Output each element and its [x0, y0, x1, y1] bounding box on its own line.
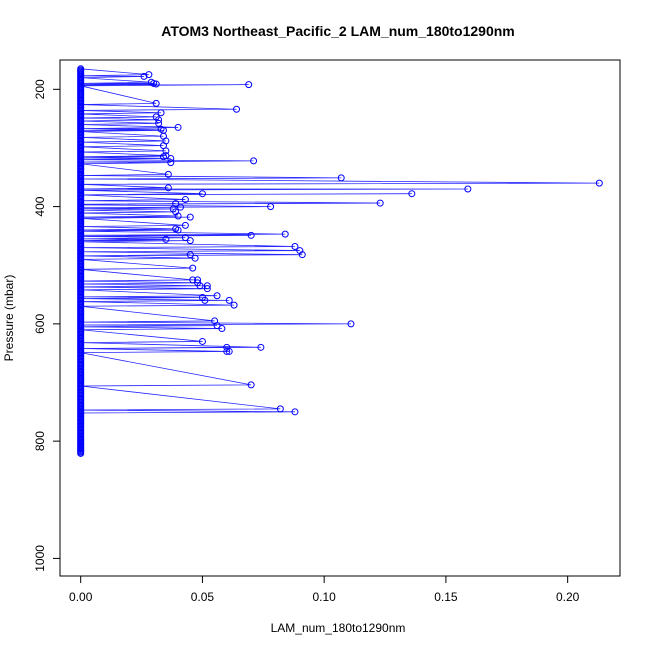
data-point: [140, 72, 148, 80]
data-point: [223, 347, 231, 355]
data-point: [162, 147, 170, 155]
data-point: [181, 221, 189, 229]
data-point: [167, 155, 175, 163]
data-point: [203, 282, 211, 290]
y-tick-label: 400: [33, 196, 47, 216]
data-point: [245, 81, 253, 89]
x-tick-label: 0.15: [434, 590, 458, 604]
data-point: [267, 203, 275, 211]
y-tick-label: 200: [33, 79, 47, 99]
data-point: [298, 251, 306, 259]
data-point: [225, 296, 233, 304]
data-point: [198, 190, 206, 198]
data-point: [203, 285, 211, 293]
x-tick-label: 0.05: [191, 590, 215, 604]
data-point: [257, 343, 265, 351]
data-point: [347, 320, 355, 328]
y-tick-label: 600: [33, 314, 47, 334]
data-point: [218, 325, 226, 333]
data-point: [174, 123, 182, 131]
data-point: [408, 190, 416, 198]
data-point: [189, 264, 197, 272]
x-tick-label: 0.00: [69, 590, 93, 604]
data-point: [181, 196, 189, 204]
data-point: [174, 212, 182, 220]
data-point: [250, 157, 258, 165]
data-point: [291, 408, 299, 416]
data-point: [174, 226, 182, 234]
data-point: [276, 405, 284, 413]
data-point: [191, 254, 199, 262]
data-point: [194, 276, 202, 284]
data-point: [157, 109, 165, 117]
data-point: [213, 292, 221, 300]
data-point: [186, 237, 194, 245]
data-point: [177, 203, 185, 211]
data-point: [230, 301, 238, 309]
data-point: [201, 296, 209, 304]
data-point: [159, 153, 167, 161]
x-tick-label: 0.20: [556, 590, 580, 604]
data-point: [145, 71, 153, 79]
data-point: [164, 184, 172, 192]
data-point: [164, 170, 172, 178]
data-point: [376, 199, 384, 207]
data-point: [595, 179, 603, 187]
data-point: [464, 185, 472, 193]
data-point: [337, 174, 345, 182]
x-axis-label: LAM_num_180to1290nm: [271, 621, 406, 635]
data-point: [281, 230, 289, 238]
chart-title: ATOM3 Northeast_Pacific_2 LAM_num_180to1…: [161, 23, 515, 39]
data-lines: [80, 68, 600, 455]
data-point: [186, 251, 194, 259]
data-point: [152, 99, 160, 107]
data-point: [198, 337, 206, 345]
data-point: [167, 159, 175, 167]
data-point: [155, 116, 163, 124]
x-axis: 0.00 0.05 0.10 0.15 0.20: [69, 575, 580, 604]
x-tick-label: 0.10: [312, 590, 336, 604]
data-point: [233, 105, 241, 113]
data-point: [247, 381, 255, 389]
data-point: [162, 235, 170, 243]
y-tick-label: 1000: [33, 545, 47, 572]
data-point: [247, 231, 255, 239]
data-points: [77, 65, 603, 457]
data-point: [225, 347, 233, 355]
zero-point: [77, 449, 85, 457]
series-line: [80, 68, 600, 455]
y-axis: 200 400 600 800 1000: [33, 79, 61, 572]
data-point: [291, 242, 299, 250]
y-tick-label: 800: [33, 431, 47, 451]
plot-frame: [59, 59, 621, 577]
data-point: [186, 213, 194, 221]
data-point: [152, 80, 160, 88]
y-axis-label: Pressure (mbar): [2, 275, 16, 362]
data-point: [196, 282, 204, 290]
data-point: [155, 119, 163, 127]
